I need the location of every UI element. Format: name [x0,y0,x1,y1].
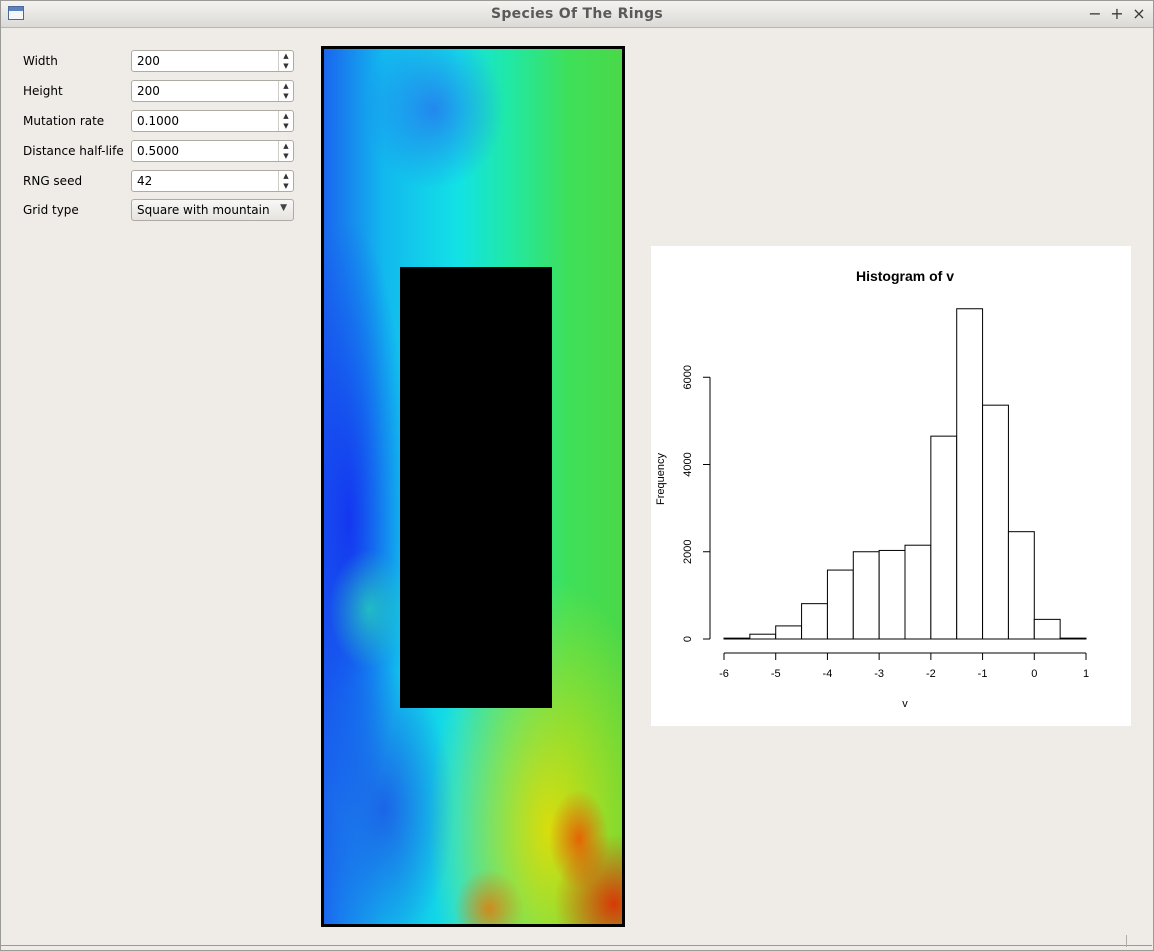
width-value[interactable]: 200 [137,54,160,68]
y-axis-label: Frequency [655,453,667,505]
histogram-panel: Histogram of v -6 -5 -4 -3 -2 -1 0 1 v 0 2000 4000 60… [651,246,1131,726]
distance-half-life-value[interactable]: 0.5000 [137,144,179,158]
histogram-bar-6 [878,549,906,640]
histogram-bar-8 [930,435,958,640]
resize-grip[interactable] [1126,935,1127,947]
distance-half-life-row: Distance half-life 0.5000 ▲ ▼ [0,140,300,164]
height-row: Height 200 ▲ ▼ [0,80,300,104]
x-tick-label-6: 0 [1031,668,1037,680]
width-spinbox[interactable]: 200 ▲ ▼ [131,50,294,72]
histogram-bar-4 [826,569,854,640]
y-tick-label-3: 6000 [682,365,694,389]
window-title: Species Of The Rings [490,6,664,22]
width-label: Width [23,54,58,68]
x-tick-label-1: -5 [771,668,781,680]
spin-down-icon[interactable]: ▼ [283,92,289,100]
histogram-bar-11 [1007,531,1035,640]
spin-down-icon[interactable]: ▼ [283,182,289,190]
histogram-bar-7 [904,544,932,640]
histogram-bar-5 [852,551,880,640]
mountain-block [400,267,552,708]
height-label: Height [23,84,63,98]
rng-seed-label: RNG seed [23,174,83,188]
histogram-bar-2 [775,625,803,640]
chart-title: Histogram of v [856,268,954,284]
histogram-bar-9 [956,308,984,640]
x-tick-label-2: -4 [823,668,833,680]
spin-up-icon[interactable]: ▲ [283,142,289,150]
histogram-bar-13 [1059,637,1087,640]
y-tick-label-0: 0 [682,636,694,642]
close-icon[interactable]: × [1132,4,1146,23]
distance-half-life-label: Distance half-life [23,144,124,158]
app-window-icon[interactable] [8,6,24,20]
histogram-bar-0 [723,637,751,640]
histogram-chart: Histogram of v -6 -5 -4 -3 -2 -1 0 1 v 0 2000 4000 60… [655,268,1089,710]
grid-type-value[interactable]: Square with mountain [137,203,270,217]
distance-half-life-spinbox[interactable]: 0.5000 ▲ ▼ [131,140,294,162]
rng-seed-value[interactable]: 42 [137,174,153,188]
grid-type-dropdown[interactable]: Square with mountain ▼ [131,199,294,221]
mutation-rate-stepper[interactable]: ▲ ▼ [278,111,293,131]
x-tick-label-4: -2 [926,668,936,680]
grid-type-row: Grid type Square with mountain ▼ [0,199,300,223]
y-tick-label-1: 2000 [682,540,694,564]
spin-down-icon[interactable]: ▼ [283,122,289,130]
x-tick-label-0: -6 [719,668,729,680]
chevron-down-icon[interactable]: ▼ [280,203,287,213]
height-stepper[interactable]: ▲ ▼ [278,81,293,101]
rng-seed-row: RNG seed 42 ▲ ▼ [0,170,300,194]
x-tick-label-5: -1 [978,668,988,680]
status-bar-divider [0,945,1152,946]
x-tick-label-3: -3 [874,668,884,680]
rng-seed-spinbox[interactable]: 42 ▲ ▼ [131,170,294,192]
mutation-rate-row: Mutation rate 0.1000 ▲ ▼ [0,110,300,134]
histogram-bar-3 [801,603,828,640]
height-value[interactable]: 200 [137,84,160,98]
histogram-bar-10 [982,404,1009,640]
histogram-bar-12 [1033,618,1061,640]
grid-type-label: Grid type [23,203,79,217]
spin-down-icon[interactable]: ▼ [283,62,289,70]
minimize-icon[interactable]: − [1088,4,1102,23]
species-grid-view [321,46,625,927]
rng-seed-stepper[interactable]: ▲ ▼ [278,171,293,191]
x-axis-label: v [902,698,908,710]
maximize-icon[interactable]: + [1110,4,1124,23]
y-tick-label-2: 4000 [682,452,694,476]
histogram-bar-1 [749,633,777,640]
mutation-rate-spinbox[interactable]: 0.1000 ▲ ▼ [131,110,294,132]
spin-up-icon[interactable]: ▲ [283,172,289,180]
spin-up-icon[interactable]: ▲ [283,52,289,60]
species-grid-heatmap [324,49,622,924]
x-tick-label-7: 1 [1083,668,1089,680]
spin-down-icon[interactable]: ▼ [283,152,289,160]
width-row: Width 200 ▲ ▼ [0,50,300,74]
height-spinbox[interactable]: 200 ▲ ▼ [131,80,294,102]
width-stepper[interactable]: ▲ ▼ [278,51,293,71]
title-bar[interactable]: Species Of The Rings − + × [1,1,1153,28]
mutation-rate-value[interactable]: 0.1000 [137,114,179,128]
spin-up-icon[interactable]: ▲ [283,82,289,90]
mutation-rate-label: Mutation rate [23,114,105,128]
distance-half-life-stepper[interactable]: ▲ ▼ [278,141,293,161]
spin-up-icon[interactable]: ▲ [283,112,289,120]
